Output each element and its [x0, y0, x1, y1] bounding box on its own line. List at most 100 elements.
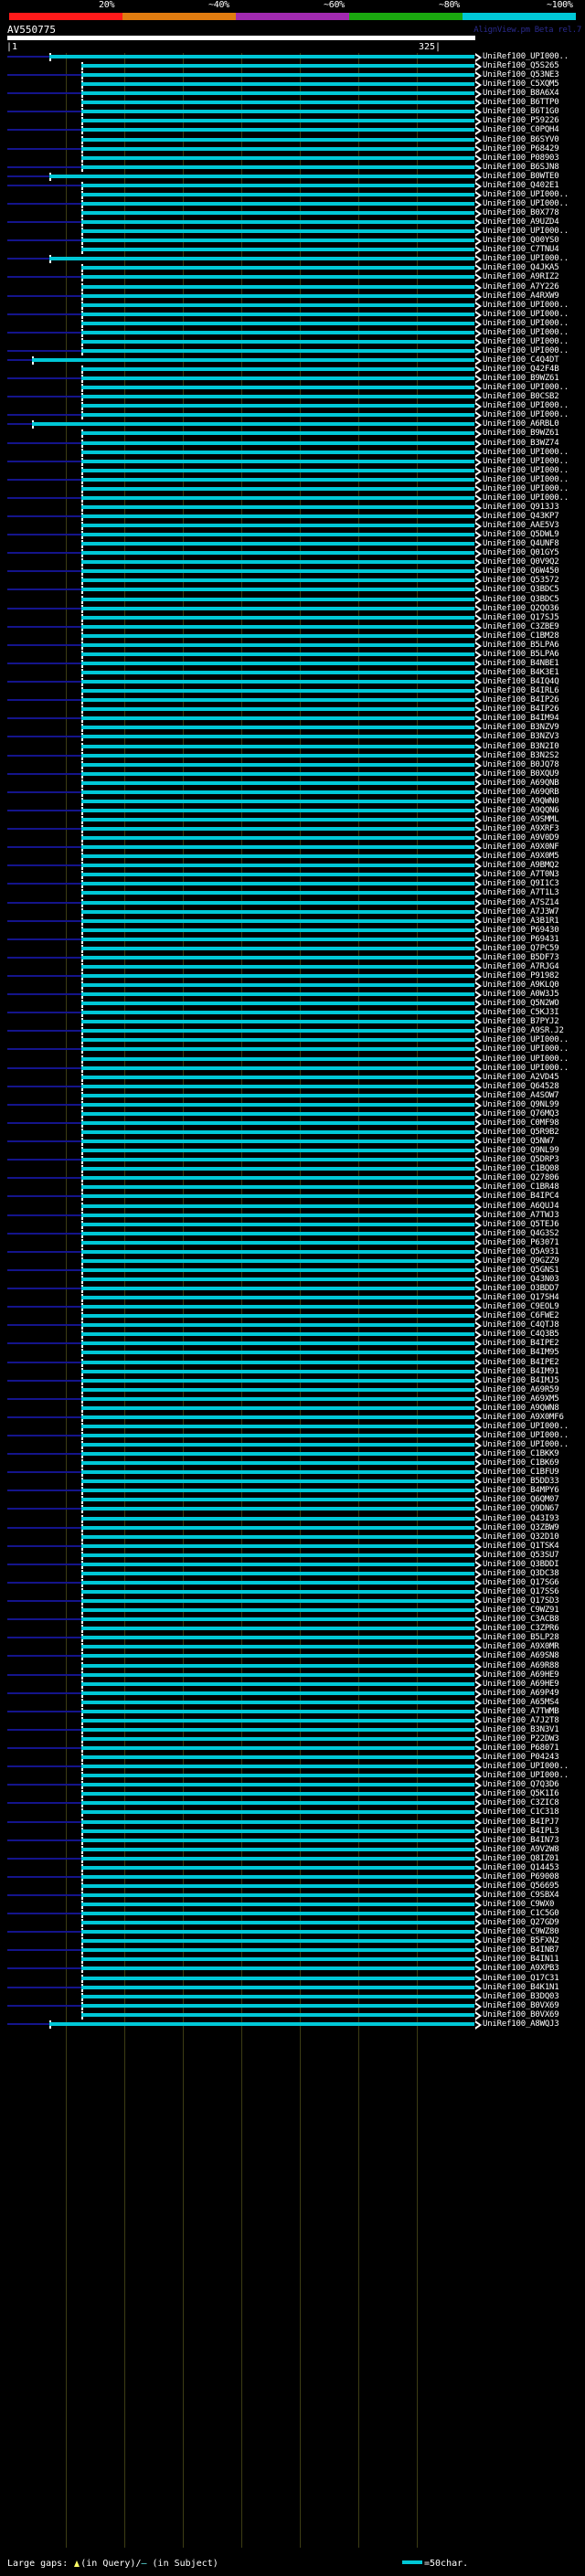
alignment-row[interactable]: UniRef100_B4MPY6 — [0, 1486, 585, 1497]
hsp-bar[interactable] — [80, 1590, 475, 1595]
hsp-bar[interactable] — [80, 1534, 475, 1539]
hsp-bar[interactable] — [80, 1029, 475, 1034]
alignment-row[interactable]: UniRef100_B3N2S2 — [0, 751, 585, 761]
hit-label[interactable]: UniRef100_Q402E1 — [483, 180, 559, 190]
hit-label[interactable]: UniRef100_UPI000.. — [483, 383, 569, 393]
alignment-row[interactable]: UniRef100_Q64528 — [0, 1082, 585, 1092]
hit-label[interactable]: UniRef100_A69XM5 — [483, 1394, 559, 1404]
hit-label[interactable]: UniRef100_B4IP26 — [483, 705, 559, 715]
hsp-bar[interactable] — [80, 1874, 475, 1879]
alignment-row[interactable]: UniRef100_A69SN8 — [0, 1651, 585, 1662]
alignment-row[interactable]: UniRef100_Q53572 — [0, 576, 585, 587]
hit-label[interactable]: UniRef100_UPI000.. — [483, 327, 569, 337]
hsp-bar[interactable] — [80, 1838, 475, 1842]
alignment-row[interactable]: UniRef100_B9WZ61 — [0, 374, 585, 385]
hit-label[interactable]: UniRef100_Q6QM07 — [483, 1495, 559, 1505]
hsp-bar[interactable] — [80, 155, 475, 160]
hit-label[interactable]: UniRef100_Q27GD9 — [483, 1918, 559, 1928]
hsp-bar[interactable] — [80, 229, 475, 234]
hsp-bar[interactable] — [80, 762, 475, 767]
alignment-row[interactable]: UniRef100_A4RXW9 — [0, 292, 585, 302]
alignment-row[interactable]: UniRef100_Q5DWL9 — [0, 530, 585, 541]
alignment-row[interactable]: UniRef100_B4IM95 — [0, 1348, 585, 1359]
hsp-bar[interactable] — [80, 1249, 475, 1254]
alignment-row[interactable]: UniRef100_Q9GZZ9 — [0, 1256, 585, 1267]
alignment-row[interactable]: UniRef100_UPI000.. — [0, 1055, 585, 1065]
hsp-bar[interactable] — [80, 1819, 475, 1824]
hsp-bar[interactable] — [80, 1258, 475, 1263]
hsp-bar[interactable] — [80, 1525, 475, 1530]
hit-label[interactable]: UniRef100_A7TWJ3 — [483, 1210, 559, 1220]
hit-label[interactable]: UniRef100_A69HE9 — [483, 1670, 559, 1680]
hsp-bar[interactable] — [80, 1736, 475, 1741]
hit-label[interactable]: UniRef100_A7Y226 — [483, 281, 559, 292]
hit-label[interactable]: UniRef100_B3NZV3 — [483, 732, 559, 742]
hsp-bar[interactable] — [80, 1507, 475, 1511]
hsp-bar[interactable] — [80, 1479, 475, 1484]
hit-label[interactable]: UniRef100_UPI000.. — [483, 1421, 569, 1431]
alignment-row[interactable]: UniRef100_Q17SS6 — [0, 1587, 585, 1598]
alignment-row[interactable]: UniRef100_A7SZ14 — [0, 898, 585, 908]
hsp-bar[interactable] — [80, 348, 475, 353]
alignment-row[interactable]: UniRef100_B4IPC4 — [0, 1192, 585, 1203]
hsp-bar[interactable] — [80, 652, 475, 656]
hsp-bar[interactable] — [80, 2012, 475, 2017]
hit-label[interactable]: UniRef100_Q5N2WO — [483, 999, 559, 1009]
hsp-bar[interactable] — [80, 1985, 475, 1989]
hsp-bar[interactable] — [80, 1065, 475, 1070]
alignment-row[interactable]: UniRef100_P68429 — [0, 144, 585, 154]
hsp-bar[interactable] — [80, 386, 475, 390]
hit-label[interactable]: UniRef100_P08903 — [483, 153, 559, 163]
hsp-bar[interactable] — [80, 1883, 475, 1888]
hsp-bar[interactable] — [80, 119, 475, 123]
hit-label[interactable]: UniRef100_Q9NL99 — [483, 1146, 559, 1156]
hsp-bar[interactable] — [48, 55, 475, 58]
hit-label[interactable]: UniRef100_Q7Q3D6 — [483, 1780, 559, 1790]
hit-label[interactable]: UniRef100_Q43KP7 — [483, 512, 559, 521]
alignment-row[interactable]: UniRef100_UPI000.. — [0, 254, 585, 265]
alignment-row[interactable]: UniRef100_UPI000.. — [0, 1762, 585, 1773]
hit-label[interactable]: UniRef100_UPI000.. — [483, 318, 569, 328]
hsp-bar[interactable] — [80, 661, 475, 665]
alignment-row[interactable]: UniRef100_Q32D10 — [0, 1532, 585, 1542]
hsp-bar[interactable] — [80, 1351, 475, 1355]
alignment-row[interactable]: UniRef100_Q43KP7 — [0, 512, 585, 522]
hsp-bar[interactable] — [80, 1434, 475, 1437]
hit-label[interactable]: UniRef100_A65MS4 — [483, 1697, 559, 1707]
alignment-row[interactable]: UniRef100_C9WZ80 — [0, 1927, 585, 1938]
hsp-bar[interactable] — [80, 1516, 475, 1521]
hsp-bar[interactable] — [80, 1415, 475, 1419]
hit-label[interactable]: UniRef100_P91982 — [483, 971, 559, 981]
hit-label[interactable]: UniRef100_B3N2I0 — [483, 741, 559, 751]
alignment-row[interactable]: UniRef100_B3N3V1 — [0, 1725, 585, 1735]
alignment-row[interactable]: UniRef100_UPI000.. — [0, 310, 585, 320]
hsp-bar[interactable] — [80, 1672, 475, 1677]
hit-label[interactable]: UniRef100_C1BM28 — [483, 631, 559, 641]
alignment-row[interactable]: UniRef100_Q42F4B — [0, 365, 585, 376]
hit-label[interactable]: UniRef100_UPI000.. — [483, 1440, 569, 1450]
hit-label[interactable]: UniRef100_Q53SU7 — [483, 1550, 559, 1560]
alignment-row[interactable]: UniRef100_O3BDD7 — [0, 1284, 585, 1295]
hit-label[interactable]: UniRef100_C3ZPR6 — [483, 1624, 559, 1634]
hsp-bar[interactable] — [80, 983, 475, 988]
hit-label[interactable]: UniRef100_Q42F4B — [483, 365, 559, 375]
hsp-bar[interactable] — [80, 597, 475, 601]
hsp-bar[interactable] — [80, 551, 475, 556]
hit-label[interactable]: UniRef100_Q14453 — [483, 1862, 559, 1872]
hit-label[interactable]: UniRef100_Q27806 — [483, 1173, 559, 1183]
alignment-row[interactable]: UniRef100_Q3ZBW9 — [0, 1523, 585, 1533]
alignment-row[interactable]: UniRef100_B4K3E1 — [0, 668, 585, 679]
hit-label[interactable]: UniRef100_C4Q3B5 — [483, 1330, 559, 1340]
hit-label[interactable]: UniRef100_A9X0NF — [483, 843, 559, 853]
hsp-bar[interactable] — [80, 1140, 475, 1144]
hit-label[interactable]: UniRef100_C4QTJ8 — [483, 1320, 559, 1330]
hit-label[interactable]: UniRef100_B5DF73 — [483, 952, 559, 962]
alignment-row[interactable]: UniRef100_UPI000.. — [0, 457, 585, 467]
alignment-row[interactable]: UniRef100_UPI000.. — [0, 227, 585, 238]
hsp-bar[interactable] — [80, 1903, 475, 1907]
hsp-bar[interactable] — [80, 642, 475, 647]
hsp-bar[interactable] — [80, 64, 475, 69]
hsp-bar[interactable] — [80, 1314, 475, 1319]
hsp-bar[interactable] — [80, 817, 475, 822]
hsp-bar[interactable] — [80, 1498, 475, 1502]
